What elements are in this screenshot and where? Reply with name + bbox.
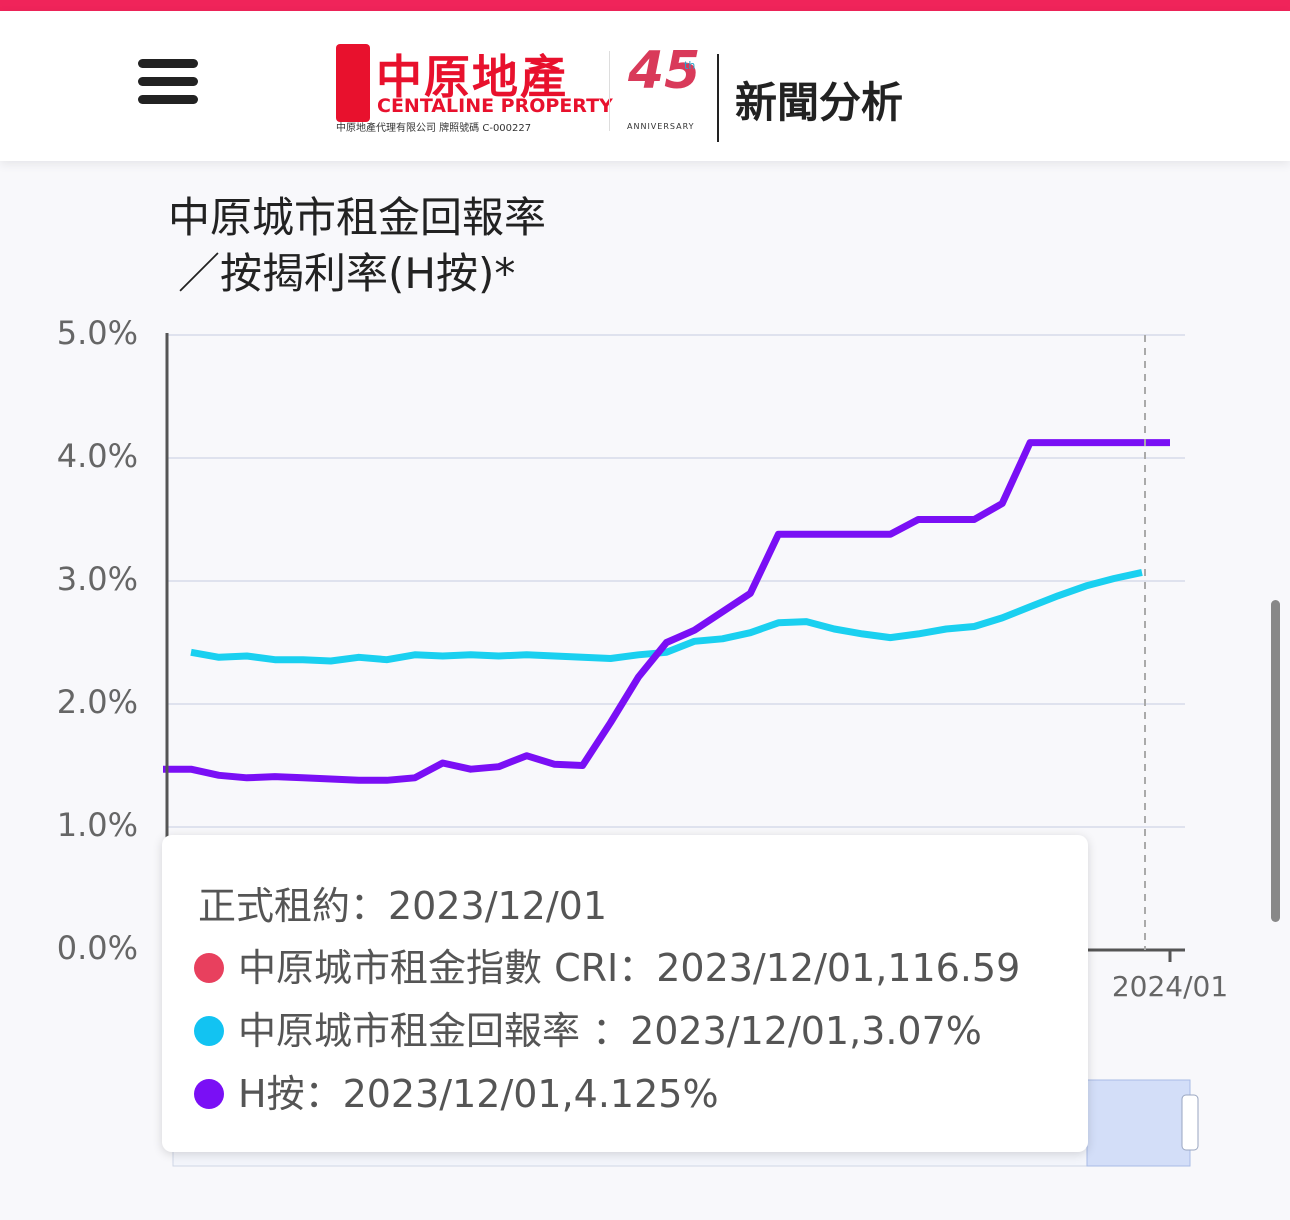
- y-tick-label: 2.0%: [57, 683, 138, 721]
- menu-icon[interactable]: [138, 95, 198, 104]
- menu-icon[interactable]: [138, 77, 198, 86]
- chart-title: 中原城市租金回報率 ／按揭利率(H按)*: [168, 190, 546, 302]
- anniversary-word: ANNIVERSARY: [627, 122, 695, 131]
- tooltip-title: 正式租約：2023/12/01: [198, 884, 608, 928]
- x-tick-label: 2024/01: [1112, 970, 1228, 1003]
- license: 中原地產代理有限公司 牌照號碼 C-000227: [336, 123, 532, 134]
- tooltip-dot: [194, 953, 224, 983]
- series-line: [163, 439, 1170, 784]
- tooltip-item: H按：2023/12/01,4.125%: [194, 1063, 719, 1118]
- y-tick-label: 3.0%: [57, 560, 138, 598]
- scrollbar[interactable]: [1271, 600, 1280, 922]
- header: 中原地產 CENTALINE PROPERTY 中原地產代理有限公司 牌照號碼 …: [0, 11, 1290, 161]
- separator: [717, 54, 719, 142]
- menu-icon[interactable]: [138, 59, 198, 68]
- tooltip-text: H按：2023/12/01,4.125%: [238, 1072, 719, 1116]
- tooltip-text: 中原城市租金回報率 ：2023/12/01,3.07%: [238, 1009, 982, 1053]
- title-line: ／按揭利率(H按)*: [178, 249, 516, 298]
- logo-seal: [336, 44, 370, 122]
- tooltip-text: 中原城市租金指數 CRI：2023/12/01,116.59: [238, 946, 1021, 990]
- brand-en: CENTALINE PROPERTY: [377, 95, 613, 117]
- top-bar: [0, 0, 1290, 11]
- zoom-window[interactable]: [1086, 1079, 1191, 1167]
- tooltip-dot: [194, 1079, 224, 1109]
- anniversary-suffix: th: [684, 59, 696, 72]
- tooltip-item: 中原城市租金指數 CRI：2023/12/01,116.59: [194, 937, 1020, 992]
- section-title: 新聞分析: [735, 78, 904, 127]
- brand[interactable]: 中原地產: [376, 50, 568, 104]
- y-tick-label: 4.0%: [57, 437, 138, 475]
- y-tick-label: 5.0%: [57, 314, 138, 352]
- y-tick-label: 0.0%: [57, 929, 138, 967]
- title-line: 中原城市租金回報率: [168, 193, 547, 242]
- tooltip-dot: [194, 1016, 224, 1046]
- zoom-handle[interactable]: [1181, 1094, 1199, 1151]
- tooltip-item: 中原城市租金回報率 ：2023/12/01,3.07%: [194, 1000, 982, 1055]
- tooltip: 正式租約：2023/12/01 中原城市租金指數 CRI：2023/12/01,…: [162, 835, 1088, 1152]
- anniversary-number: 45: [628, 41, 701, 101]
- y-tick-label: 1.0%: [57, 806, 138, 844]
- separator: [609, 51, 610, 131]
- series-line: [190, 568, 1143, 665]
